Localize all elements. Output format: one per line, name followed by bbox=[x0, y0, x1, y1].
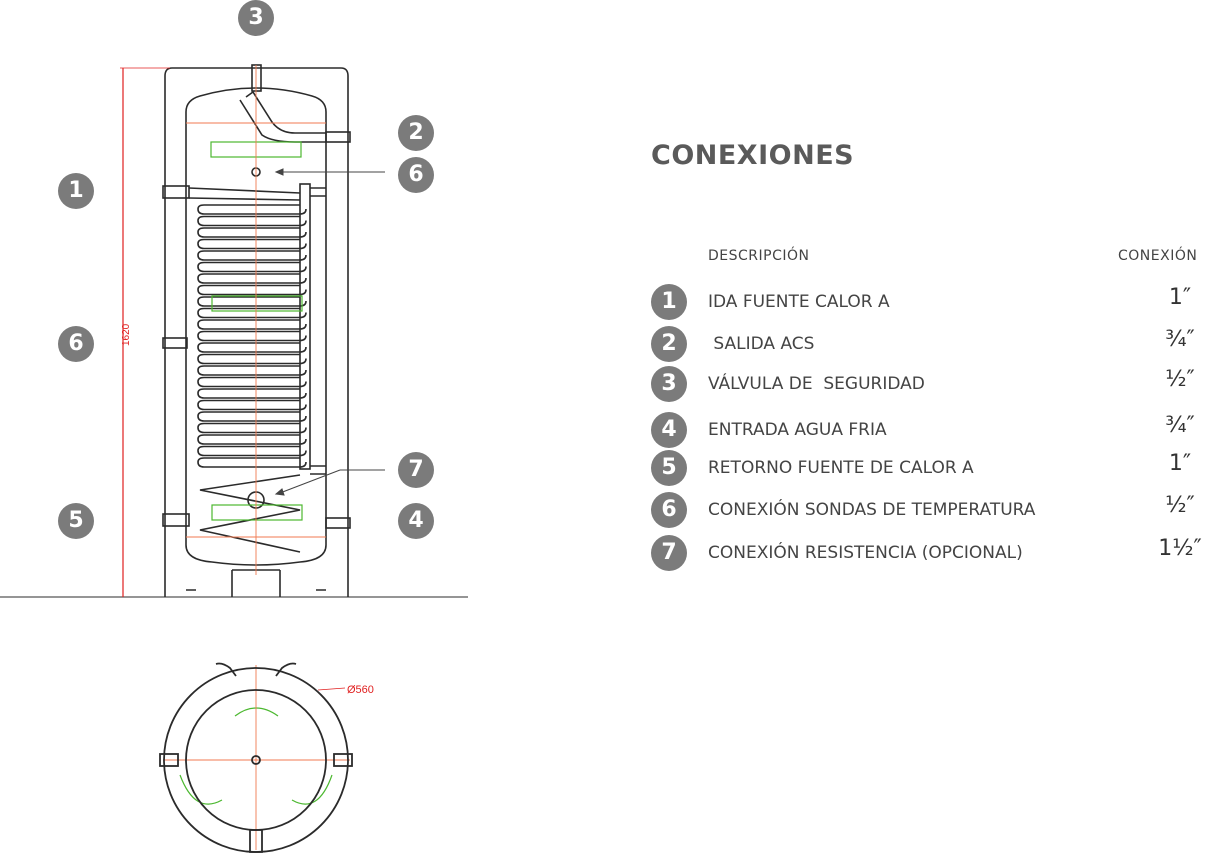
header-description: DESCRIPCIÓN bbox=[708, 248, 810, 264]
callout-badge-6-left: 6 bbox=[58, 326, 94, 362]
heat-exchanger-coil bbox=[197, 204, 307, 553]
row-connection: 1½″ bbox=[1158, 536, 1202, 561]
coil-loop bbox=[197, 307, 307, 319]
callout-badge-4: 4 bbox=[398, 503, 434, 539]
row-badge: 7 bbox=[651, 535, 687, 571]
coil-loop bbox=[197, 445, 307, 457]
coil-loop bbox=[197, 215, 307, 227]
coil-loop bbox=[197, 261, 307, 273]
callout-badge-3: 3 bbox=[238, 0, 274, 36]
row-badge: 3 bbox=[651, 366, 687, 402]
callout-badge-7: 7 bbox=[398, 452, 434, 488]
connections-title: CONEXIONES bbox=[651, 140, 855, 171]
coil-loop bbox=[197, 411, 307, 422]
tank-technical-drawing: 1620 Ø560 bbox=[0, 64, 468, 853]
diameter-dimension-label: Ø560 bbox=[347, 684, 374, 696]
pipe-3 bbox=[251, 64, 262, 92]
callout-badge-2: 2 bbox=[398, 115, 434, 151]
coil-loop bbox=[197, 388, 307, 399]
coil-loop bbox=[197, 284, 307, 296]
row-badge: 2 bbox=[651, 326, 687, 362]
callout-badge-1: 1 bbox=[58, 173, 94, 209]
coil-loop bbox=[197, 434, 307, 445]
row-description: CONEXIÓN SONDAS DE TEMPERATURA bbox=[708, 500, 1036, 520]
row-description: SALIDA ACS bbox=[708, 334, 815, 354]
row-description: ENTRADA AGUA FRIA bbox=[708, 420, 887, 440]
callout-badge-5: 5 bbox=[58, 503, 94, 539]
row-badge: 1 bbox=[651, 284, 687, 320]
row-connection: ½″ bbox=[1165, 367, 1195, 392]
row-description: IDA FUENTE CALOR A bbox=[708, 292, 890, 312]
coil-loop bbox=[197, 250, 307, 261]
coil-loop bbox=[197, 273, 307, 284]
coil-loop bbox=[197, 227, 307, 238]
pipe-2 bbox=[239, 90, 326, 143]
coil-loop bbox=[197, 353, 307, 365]
coil-loop bbox=[197, 365, 307, 376]
callout-line-7 bbox=[279, 469, 341, 494]
coil-loop bbox=[197, 238, 307, 250]
outer-casing bbox=[164, 67, 349, 597]
inner-tank bbox=[185, 87, 327, 566]
coil-loop bbox=[197, 422, 307, 434]
row-description: VÁLVULA DE SEGURIDAD bbox=[708, 374, 925, 394]
row-connection: ¾″ bbox=[1165, 413, 1195, 438]
row-description: CONEXIÓN RESISTENCIA (OPCIONAL) bbox=[708, 543, 1023, 563]
bracket-mid bbox=[211, 295, 303, 312]
coil-loop bbox=[197, 204, 307, 215]
coil-bottom-zigzag bbox=[199, 474, 301, 553]
row-badge: 5 bbox=[651, 450, 687, 486]
pipe-4 bbox=[325, 517, 351, 529]
header-connection: CONEXIÓN bbox=[1118, 248, 1198, 264]
coil-loop bbox=[197, 342, 307, 353]
coil-loop bbox=[197, 296, 307, 307]
pipe-5 bbox=[162, 513, 190, 527]
coil-loop bbox=[197, 330, 307, 342]
pipe-1 bbox=[162, 185, 190, 199]
callout-badge-6-right: 6 bbox=[398, 157, 434, 193]
coil-loop bbox=[197, 319, 307, 330]
row-description: RETORNO FUENTE DE CALOR A bbox=[708, 458, 974, 478]
coil-loop bbox=[197, 457, 307, 468]
row-badge: 6 bbox=[651, 492, 687, 528]
coil-loop bbox=[197, 399, 307, 411]
bracket-bottom bbox=[211, 504, 303, 521]
row-badge: 4 bbox=[651, 412, 687, 448]
row-connection: ½″ bbox=[1165, 493, 1195, 518]
coil-loop bbox=[197, 376, 307, 388]
pipe-6-side bbox=[162, 337, 188, 349]
row-connection: ¾″ bbox=[1165, 327, 1195, 352]
coil-return-pipe bbox=[299, 183, 311, 470]
row-connection: 1″ bbox=[1168, 451, 1192, 476]
height-dimension-label: 1620 bbox=[121, 323, 132, 346]
row-connection: 1″ bbox=[1168, 285, 1192, 310]
